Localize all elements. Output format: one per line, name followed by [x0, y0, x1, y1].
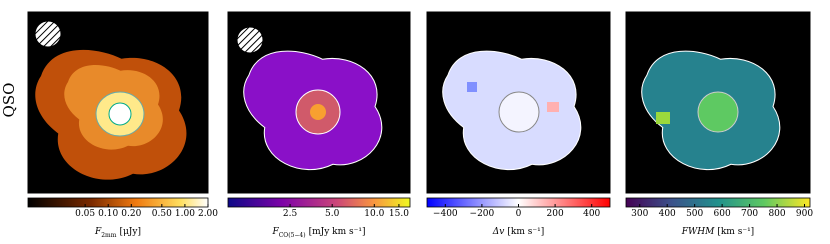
- panels: [28, 12, 810, 193]
- colorbar-tick-label: 400: [583, 209, 600, 219]
- colorbar-tick-label: 0.50: [152, 209, 172, 219]
- colorbar-tick-label: 10.0: [364, 209, 384, 219]
- colorbar-label: Δv [km s⁻¹]: [492, 227, 544, 237]
- colorbar-tick-label: 300: [631, 209, 648, 219]
- label-symbol: FWHM: [681, 227, 715, 237]
- label-symbol: Δv: [492, 227, 505, 237]
- colorbar-tick-label: 700: [741, 209, 758, 219]
- panel-frame: [227, 11, 411, 194]
- colorbar-tick-label: 2.5: [283, 209, 298, 219]
- colorbar-tick-label: −200: [470, 209, 495, 219]
- label-subscript: CO(5−4): [279, 232, 306, 239]
- colorbar-label: FCO(5−4) [mJy km s⁻¹]: [271, 227, 365, 239]
- label-symbol: F: [271, 227, 279, 237]
- colorbar-tick-label: 800: [768, 209, 785, 219]
- label-unit: [μJy]: [119, 227, 141, 237]
- colorbar-tick-label: 1.00: [175, 209, 195, 219]
- label-unit: [km s⁻¹]: [717, 227, 754, 237]
- panel-frame: [625, 11, 811, 194]
- colorbar-tick-label: 200: [547, 209, 564, 219]
- colorbar-tick-label: 5.0: [325, 209, 340, 219]
- colorbar-tick-label: −400: [433, 209, 458, 219]
- colorbar-tick-label: 2.00: [198, 209, 218, 219]
- colorbar-tick-label: 0.05: [75, 209, 95, 219]
- colorbar-tick-label: 0: [516, 209, 522, 219]
- row-label: QSO: [0, 83, 18, 118]
- label-unit: [km s⁻¹]: [507, 227, 544, 237]
- colorbar: [625, 197, 811, 208]
- panel-image: [28, 12, 208, 193]
- panel-frame: [27, 11, 209, 194]
- panel-image: [427, 12, 610, 193]
- colorbar-tick-label: 900: [796, 209, 813, 219]
- colorbar: [227, 197, 411, 208]
- colorbar-label: FWHM [km s⁻¹]: [681, 227, 754, 237]
- colorbar-tick-label: 0.20: [121, 209, 141, 219]
- colorbar-tick-label: 500: [686, 209, 703, 219]
- colorbar-tick-label: 15.0: [389, 209, 409, 219]
- colorbar-label: F2mm [μJy]: [94, 227, 141, 239]
- colorbar-tick-label: 400: [659, 209, 676, 219]
- panel-image: [626, 12, 810, 193]
- panel-frame: [426, 11, 611, 194]
- colorbar-tick-label: 0.10: [98, 209, 118, 219]
- label-symbol: F: [94, 227, 102, 237]
- panel-image: [228, 12, 410, 193]
- colorbar-tick-label: 600: [714, 209, 731, 219]
- colorbar: [27, 197, 209, 208]
- label-unit: [mJy km s⁻¹]: [309, 227, 366, 237]
- label-subscript: 2mm: [101, 232, 117, 239]
